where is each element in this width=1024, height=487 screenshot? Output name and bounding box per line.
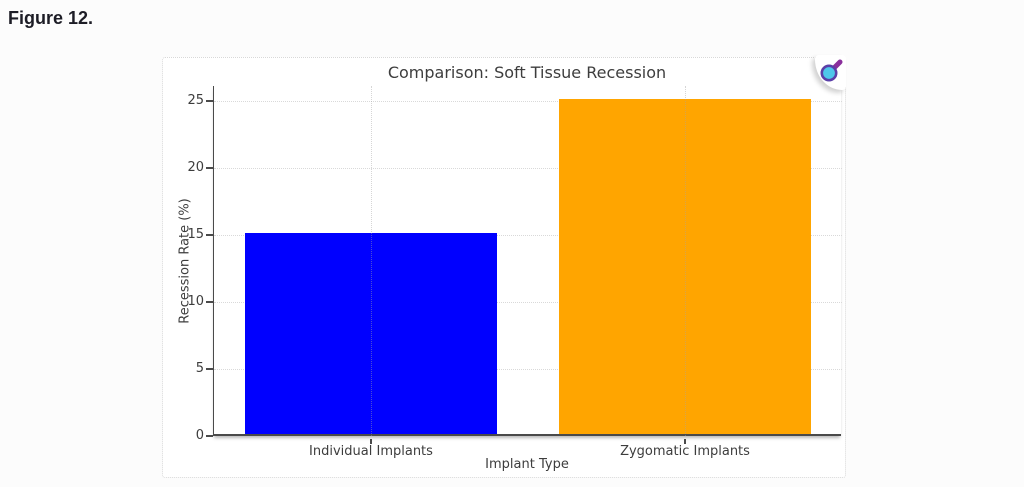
gridline-horizontal: [214, 235, 842, 236]
plot-area: 0 5 10 15 20 25 Individual Implants Zygomatic I…: [187, 86, 842, 459]
chart-card: Comparison: Soft Tissue Recession 0 5 10 15…: [162, 55, 846, 478]
gridline-vertical: [685, 86, 686, 436]
x-tick-mark: [370, 439, 372, 444]
y-tick-label: 15: [187, 227, 204, 242]
y-tick-label: 25: [187, 93, 204, 108]
y-tick-mark: [206, 100, 213, 102]
x-tick-label: Zygomatic Implants: [620, 444, 750, 459]
y-tick-mark: [206, 368, 213, 370]
y-tick-label: 10: [187, 294, 204, 309]
gridline-horizontal: [214, 168, 842, 169]
y-tick-label: 20: [187, 160, 204, 175]
gridline-horizontal: [214, 302, 842, 303]
y-tick-mark: [206, 234, 213, 236]
bar-individual-implants: [245, 233, 497, 434]
x-tick-mark: [684, 439, 686, 444]
chart-title: Comparison: Soft Tissue Recession: [387, 63, 667, 82]
y-tick-mark: [206, 435, 213, 437]
gridline-vertical: [371, 86, 372, 436]
figure-label: Figure 12.: [8, 8, 94, 28]
x-tick-label: Individual Implants: [309, 444, 433, 459]
bar-zygomatic-implants: [559, 99, 811, 434]
gridline-horizontal: [214, 369, 842, 370]
y-tick-label: 0: [195, 428, 204, 443]
y-tick-label: 5: [195, 361, 204, 376]
x-axis-title: Implant Type: [485, 457, 569, 472]
y-tick-mark: [206, 167, 213, 169]
magnifier-icon: [820, 59, 842, 82]
y-axis-title: Recession Rate (%): [177, 198, 193, 324]
zoom-button[interactable]: [815, 55, 846, 90]
y-tick-mark: [206, 301, 213, 303]
gridline-horizontal: [214, 101, 842, 102]
